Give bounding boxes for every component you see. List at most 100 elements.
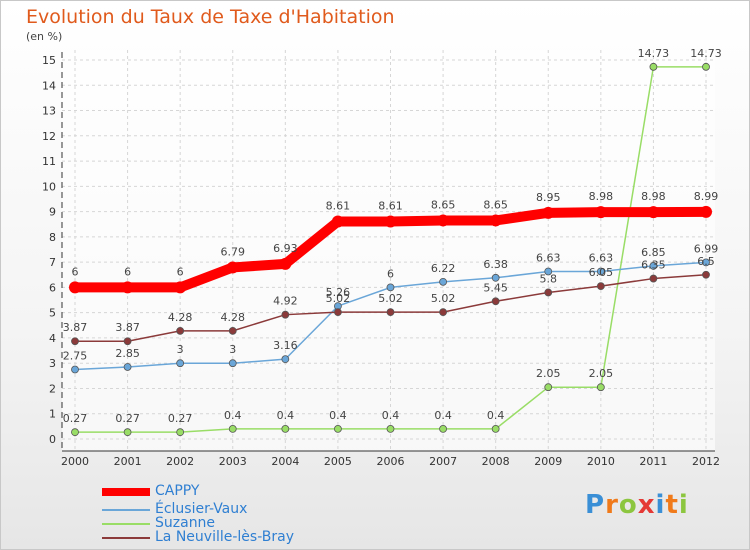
y-tick-label: 1 (49, 408, 56, 421)
x-tick-label: 2002 (166, 455, 194, 468)
data-label: 6.5 (697, 255, 715, 268)
x-tick-label: 2007 (429, 455, 457, 468)
data-label: 14.73 (690, 47, 722, 60)
data-point (384, 215, 397, 228)
y-tick-label: 8 (49, 231, 56, 244)
data-label: 2.05 (536, 367, 561, 380)
data-label: 2.85 (115, 347, 140, 360)
data-point (702, 62, 710, 71)
data-label: 0.4 (487, 409, 505, 422)
legend-label: Suzanne (155, 515, 216, 531)
x-tick-label: 2005 (324, 455, 352, 468)
data-point (649, 262, 658, 270)
data-label: 6.79 (221, 245, 246, 258)
y-tick-label: 12 (42, 130, 56, 143)
data-label: 0.4 (277, 409, 295, 422)
data-point (331, 215, 344, 228)
data-label: 6.05 (589, 266, 614, 279)
data-label: 5.8 (540, 272, 558, 285)
x-tick-label: 2000 (61, 455, 89, 468)
data-point (700, 205, 712, 218)
data-point (71, 428, 79, 437)
data-label: 0.4 (224, 409, 242, 422)
data-label: 6.85 (641, 246, 666, 259)
data-point (123, 337, 132, 346)
logo-letter: x (637, 490, 656, 520)
plot-area (62, 50, 715, 451)
data-point (596, 282, 605, 291)
logo-letter: t (665, 490, 679, 520)
data-point (123, 363, 132, 371)
data-point (121, 281, 134, 294)
y-tick-label: 15 (42, 54, 56, 67)
y-tick-label: 11 (42, 155, 56, 168)
data-label: 8.99 (694, 190, 719, 203)
data-label: 6.22 (431, 262, 456, 275)
x-tick-label: 2006 (377, 455, 405, 468)
data-label: 0.27 (168, 412, 193, 425)
data-point (542, 206, 555, 219)
x-tick-label: 2003 (219, 455, 247, 468)
data-label: 6.63 (589, 251, 614, 264)
data-label: 2.05 (589, 367, 614, 380)
data-label: 3.16 (273, 339, 298, 352)
x-tick-label: 2009 (534, 455, 562, 468)
data-point (544, 267, 553, 276)
y-tick-label: 4 (49, 332, 56, 345)
legend-label: La Neuville-lès-Bray (155, 529, 294, 545)
logo-letter: o (618, 490, 638, 520)
y-tick-label: 0 (49, 433, 56, 446)
logo-letter: i (678, 490, 689, 520)
data-point (544, 288, 553, 297)
x-tick-label: 2008 (482, 455, 510, 468)
data-point (439, 277, 447, 286)
data-label: 0.27 (115, 412, 140, 425)
data-label: 14.73 (638, 47, 670, 60)
data-point (176, 359, 185, 368)
data-point (439, 308, 447, 317)
data-label: 6.93 (273, 242, 298, 255)
chart-unit-label: (en %) (26, 30, 63, 43)
data-point (596, 267, 605, 276)
data-label: 5.26 (326, 286, 351, 299)
data-label: 8.65 (431, 198, 456, 211)
data-point (228, 326, 237, 335)
data-label: 8.98 (589, 190, 614, 203)
data-label: 8.61 (378, 199, 403, 212)
legend-label: CAPPY (155, 483, 200, 499)
data-label: 6.99 (694, 242, 719, 255)
data-label: 8.95 (536, 191, 561, 204)
data-label: 6.63 (536, 251, 561, 264)
data-label: 6.38 (483, 258, 508, 271)
data-point (71, 337, 79, 346)
data-point (702, 258, 710, 267)
data-label: 3 (229, 343, 236, 356)
data-point (491, 424, 500, 433)
data-point (491, 297, 500, 306)
data-label: 5.02 (326, 292, 351, 305)
data-point (279, 257, 292, 270)
data-label: 8.98 (641, 190, 666, 203)
data-point (491, 273, 500, 282)
data-point (437, 214, 450, 227)
data-point (176, 326, 185, 335)
data-label: 6 (124, 265, 131, 278)
data-point (281, 424, 290, 433)
data-label: 8.65 (483, 198, 508, 211)
data-label: 5.45 (483, 281, 508, 294)
y-tick-label: 7 (49, 256, 56, 269)
data-label: 4.28 (221, 311, 246, 324)
y-tick-label: 5 (49, 307, 56, 320)
x-tick-label: 2001 (114, 455, 142, 468)
y-tick-label: 2 (49, 382, 56, 395)
data-point (228, 424, 237, 433)
logo-letter: r (605, 490, 619, 520)
data-point (69, 281, 81, 294)
data-point (594, 206, 607, 219)
data-point (174, 281, 187, 294)
y-tick-label: 3 (49, 357, 56, 370)
data-label: 8.61 (326, 199, 351, 212)
data-point (228, 359, 237, 368)
data-point (281, 310, 290, 319)
